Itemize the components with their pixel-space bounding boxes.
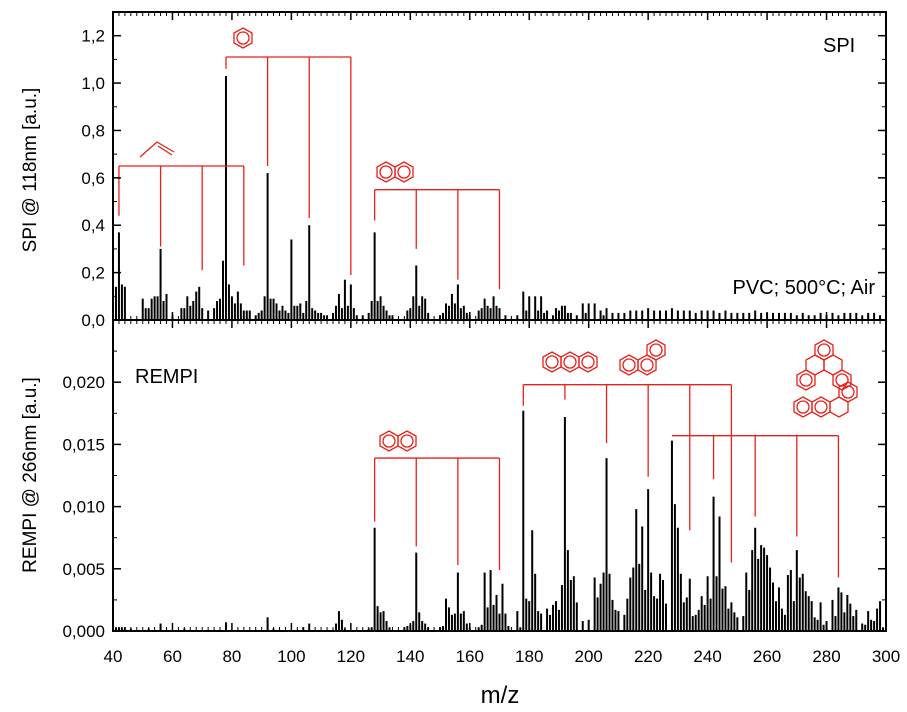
- phenanthrene-structure-icon: [619, 339, 666, 376]
- spi-ytick-label: 0,6: [81, 169, 105, 188]
- benzene-structure-icon: [233, 27, 253, 49]
- x-tick-label: 200: [575, 647, 603, 666]
- spi-axes: 0,0 0,2 0,4 0,6 0,8 1,0 1,2: [81, 11, 887, 330]
- x-tick-label: 160: [456, 647, 484, 666]
- x-tick-label: 40: [104, 647, 123, 666]
- x-tick-label: 260: [753, 647, 781, 666]
- spi-ytick-label: 1,0: [81, 74, 105, 93]
- spi-ytick-label: 1,2: [81, 27, 105, 46]
- x-tick-label: 300: [872, 647, 900, 666]
- rempi-ytick-label: 0,005: [62, 560, 105, 579]
- benz-a-anthracene-structure-icon: [793, 381, 858, 418]
- spi-ytick-label: 0,2: [81, 264, 105, 283]
- rempi-ytick-label: 0,000: [62, 622, 105, 641]
- spi-ytick-label: 0,4: [81, 216, 105, 235]
- x-tick-label: 120: [337, 647, 365, 666]
- naphthalene-structure-icon: [379, 430, 417, 452]
- x-tick-label: 100: [277, 647, 305, 666]
- propene-structure-icon: [139, 141, 175, 158]
- spi-panel-label: SPI: [823, 35, 855, 57]
- spi-ytick-label: 0,0: [81, 311, 105, 330]
- rempi-axes: 0,000 0,005 0,010 0,015 0,020 40 60 80 100 120 140…: [62, 319, 900, 666]
- rempi-y-axis-title: REMPI @ 266nm [a.u.]: [20, 377, 41, 573]
- x-tick-label: 80: [222, 647, 241, 666]
- rempi-ytick-label: 0,015: [62, 435, 105, 454]
- x-tick-label: 280: [812, 647, 840, 666]
- x-tick-label: 180: [515, 647, 543, 666]
- x-tick-label: 220: [634, 647, 662, 666]
- spi-condition-label: PVC; 500°C; Air: [733, 277, 876, 299]
- spi-ytick-label: 0,8: [81, 121, 105, 140]
- x-axis-title: m/z: [481, 682, 520, 709]
- anthracene-structure-icon: [542, 351, 598, 373]
- rempi-ytick-label: 0,010: [62, 498, 105, 517]
- x-tick-label: 140: [396, 647, 424, 666]
- rempi-panel-label: REMPI: [135, 366, 198, 388]
- x-tick-label: 60: [163, 647, 182, 666]
- x-tick-label: 240: [693, 647, 721, 666]
- triphenylene-structure-icon: [796, 339, 852, 391]
- spi-y-axis-title: SPI @ 118nm [a.u.]: [20, 88, 41, 253]
- rempi-ytick-label: 0,020: [62, 373, 105, 392]
- naphthalene-structure-icon: [376, 161, 414, 183]
